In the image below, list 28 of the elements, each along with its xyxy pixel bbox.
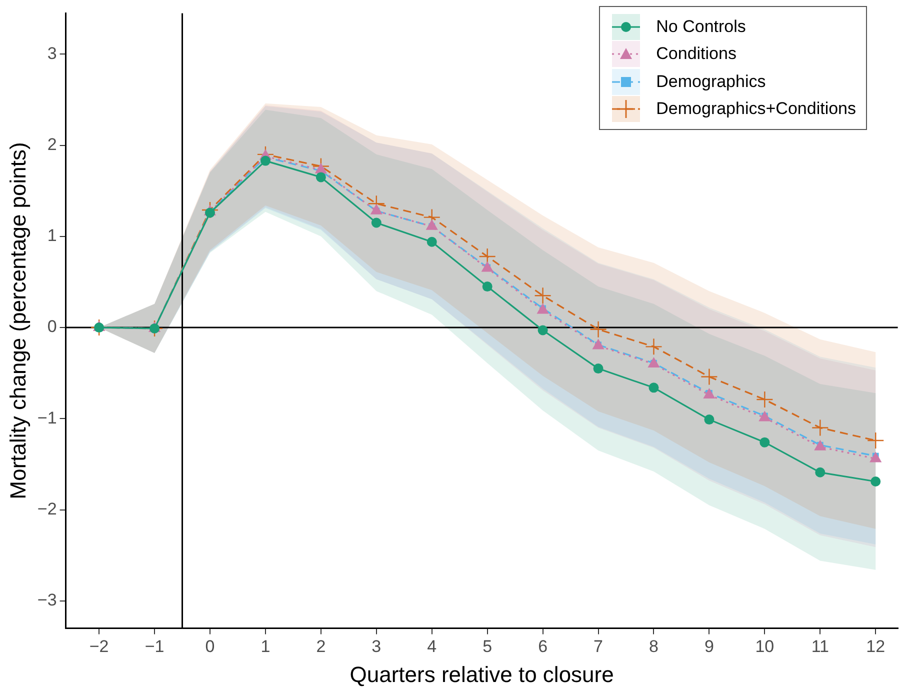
y-tick-label: −3 [37,590,57,610]
y-tick-label: −2 [37,499,57,518]
x-tick-label: 2 [316,637,326,656]
legend-label: Demographics+Conditions [656,99,856,120]
x-tick-label: 8 [649,637,658,656]
x-tick-label: 7 [594,637,604,656]
y-tick-label: −1 [37,408,57,428]
x-tick-label: −2 [89,637,109,656]
y-tick-label: 3 [47,44,57,63]
x-tick-label: 1 [260,637,270,656]
legend-label: No Controls [656,16,746,37]
x-tick-label: 11 [811,637,829,656]
x-tick-label: 10 [755,637,774,656]
legend-label: Demographics [656,72,766,92]
legend-label: Conditions [656,44,736,64]
y-tick-label: 1 [47,226,57,246]
x-tick-label: 3 [372,637,382,656]
x-axis-title: Quarters relative to closure [350,662,614,687]
y-tick-label: 0 [47,317,57,336]
x-tick-label: −1 [144,637,164,656]
x-tick-label: 6 [538,637,548,656]
y-tick-label: 2 [47,135,57,154]
x-tick-label: 4 [427,637,437,656]
x-tick-label: 0 [205,637,215,656]
y-axis-title: Mortality change (percentage points) [5,142,30,500]
x-tick-label: 9 [704,637,714,656]
x-tick-label: 5 [482,637,492,656]
x-tick-label: 12 [866,637,886,656]
